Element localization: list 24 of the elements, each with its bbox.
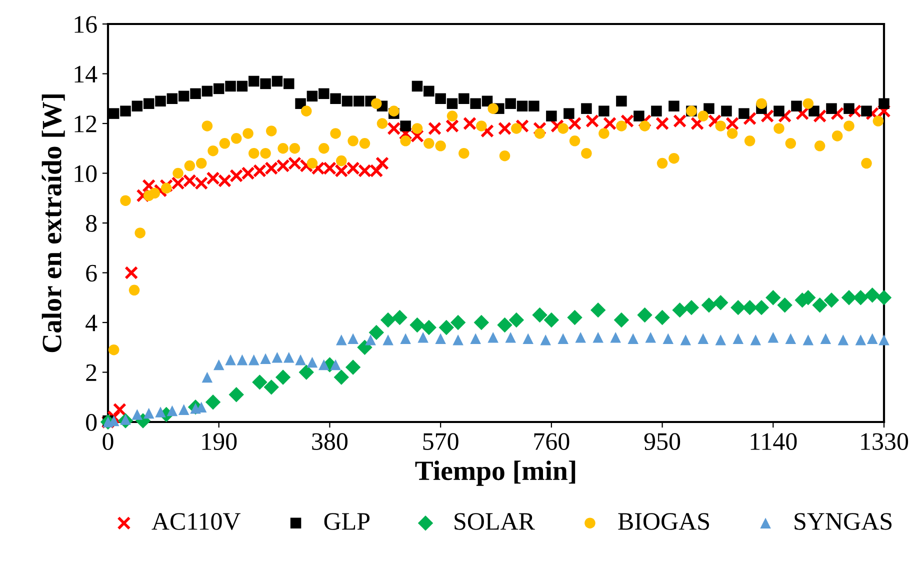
y-tick-label: 0 (86, 414, 97, 431)
y-tick-label: 8 (86, 215, 97, 232)
legend-label: SYNGAS (794, 513, 892, 530)
y-tick-label: 14 (74, 66, 98, 82)
x-tick-label: 950 (644, 433, 680, 450)
legend-label: BIOGAS (618, 513, 709, 530)
y-tick-label: 16 (74, 16, 97, 33)
x-tick-label: 380 (312, 433, 348, 450)
x-axis-title: Tiempo [min] (415, 460, 576, 486)
y-axis-title: Calor en extraído [W] (42, 94, 65, 352)
y-tick-label: 12 (74, 116, 96, 132)
y-tick-label: 2 (86, 364, 96, 381)
y-tick-label: 10 (74, 165, 97, 182)
x-tick-label: 570 (423, 433, 458, 450)
x-tick-label: 1330 (861, 433, 908, 450)
legend-label: AC110V (152, 513, 241, 530)
x-tick-label: 760 (534, 433, 570, 450)
x-tick-label: 0 (102, 433, 114, 450)
legend-label: SOLAR (454, 513, 535, 530)
y-tick-label: 4 (86, 314, 98, 332)
legend-label: GLP (324, 513, 370, 530)
y-tick-label: 6 (86, 264, 97, 282)
x-tick-label: 190 (202, 433, 237, 450)
x-tick-label: 1140 (750, 433, 797, 450)
